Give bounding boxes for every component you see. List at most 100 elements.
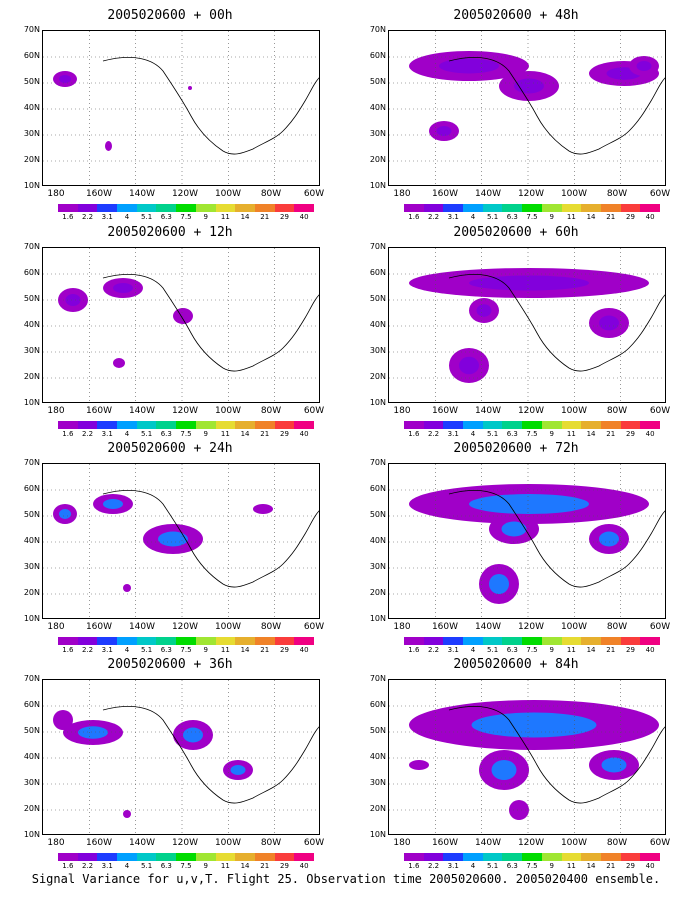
longitude-label: 60W [303,838,325,848]
colorbar-label: 29 [625,430,635,438]
colorbar-swatch [561,637,582,645]
variance-contour [471,712,597,738]
colorbar-swatch [600,853,621,861]
colorbar-swatch [522,421,542,429]
latitude-label: 30N [369,562,386,571]
longitude-label: 140W [128,838,156,848]
longitude-label: 100W [560,189,588,199]
longitude-label: 100W [560,838,588,848]
longitude-label: 60W [303,189,325,199]
latitude-label: 40N [369,103,386,112]
latitude-label: 50N [369,726,386,735]
colorbar-swatch [561,204,582,212]
colorbar-label: 6.3 [160,213,172,221]
colorbar-swatch [423,853,444,861]
panel-title: 2005020600 + 36h [107,657,233,672]
colorbar-label: 9 [549,862,554,870]
coastline [102,705,319,804]
panel-title: 2005020600 + 24h [107,441,233,456]
colorbar-label: 29 [625,862,635,870]
colorbar-swatch [117,637,137,645]
latitude-label: 70N [369,25,386,34]
latitude-label: 10N [369,398,386,407]
colorbar-label: 2.2 [81,430,94,438]
colorbar-label: 21 [606,430,616,438]
latitude-label: 70N [23,458,40,467]
colorbar-swatch [215,637,236,645]
colorbar-swatch [97,421,118,429]
colorbar-label: 7.5 [180,862,192,870]
latitude-label: 10N [369,181,386,190]
variance-contour [173,308,193,324]
latitude-label: 50N [369,510,386,519]
longitude-label: 140W [474,189,502,199]
colorbar-label: 5.1 [141,646,153,654]
longitude-label: 160W [85,189,113,199]
colorbar-label: 14 [240,646,250,654]
colorbar-swatch [463,853,483,861]
variance-contour [59,509,71,519]
colorbar-swatch [117,204,137,212]
variance-field [389,31,665,185]
latitude-label: 60N [369,268,386,277]
latitude-label: 30N [23,346,40,355]
colorbar-swatch [176,853,196,861]
colorbar-swatch [423,204,444,212]
map-area [388,247,666,403]
panel-title: 2005020600 + 12h [107,225,233,240]
colorbar-swatch [404,204,424,212]
colorbar-label: 21 [606,213,616,221]
colorbar-label: 6.3 [506,646,518,654]
latitude-label: 20N [369,155,386,164]
colorbar-swatch [640,853,660,861]
longitude-label: 80W [606,622,628,632]
colorbar-swatch [294,853,314,861]
colorbar-label: 4 [470,646,476,654]
colorbar-swatch [58,204,78,212]
colorbar-swatch [176,637,196,645]
colorbar-label: 5.1 [141,213,153,221]
longitude-label: 160W [85,406,113,416]
colorbar-label: 9 [203,862,208,870]
colorbar-swatch [195,853,216,861]
variance-field [43,680,319,834]
longitude-label: 60W [649,189,671,199]
colorbar-swatch [176,421,196,429]
longitude-label: 160W [85,838,113,848]
latitude-label: 60N [369,51,386,60]
colorbar-label: 7.5 [180,213,192,221]
variance-contour [53,710,73,730]
colorbar-swatch [482,853,503,861]
colorbar-label: 11 [566,862,576,870]
variance-contour [501,521,527,537]
colorbar-label: 40 [299,430,309,438]
longitude-label: 140W [128,622,156,632]
colorbar-label: 3.1 [101,862,113,870]
longitude-label: 180 [393,406,411,416]
latitude-label: 70N [23,674,40,683]
longitude-label: 80W [606,189,628,199]
latitude-label: 20N [23,155,40,164]
latitude-label: 30N [23,129,40,138]
colorbar-label: 4 [124,646,130,654]
colorbar-label: 40 [299,862,309,870]
colorbar-swatch [274,204,295,212]
colorbar-label: 2.2 [427,213,440,221]
colorbar-swatch [136,637,157,645]
colorbar-swatch [620,853,641,861]
map-panel: 2005020600 + 24h 70N 60N 50N 40N 30N 20N 10N 180… [20,441,324,654]
colorbar-swatch [620,421,641,429]
colorbar-label: 6.3 [160,646,172,654]
colorbar-swatch [294,637,314,645]
longitude-label: 160W [431,838,459,848]
colorbar-label: 4 [470,213,476,221]
colorbar-label: 1.6 [62,862,74,870]
colorbar-swatch [502,204,523,212]
colorbar-swatch [136,421,157,429]
longitude-label: 180 [393,622,411,632]
colorbar-label: 9 [203,646,208,654]
colorbar [58,204,314,212]
figure-caption: Signal Variance for u,v,T. Flight 25. Ob… [31,872,661,886]
variance-field [43,464,319,618]
colorbar-label: 6.3 [160,430,172,438]
